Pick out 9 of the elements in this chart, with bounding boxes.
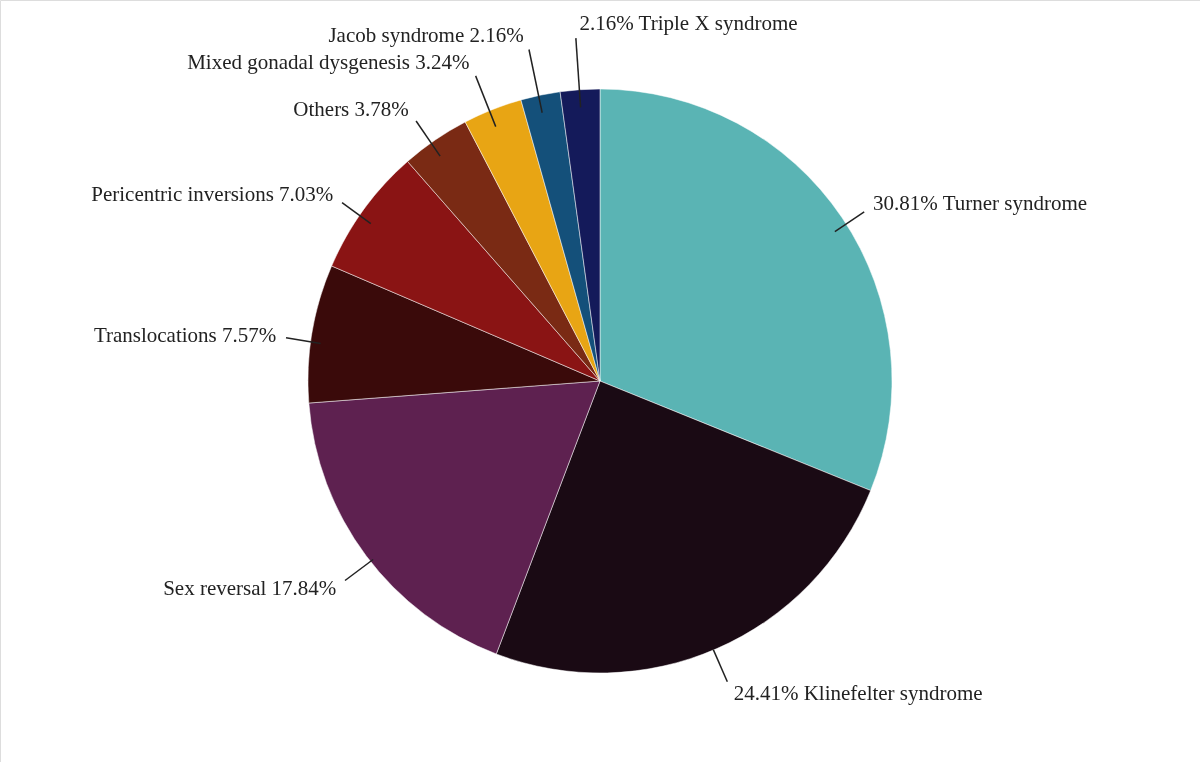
slice-label: Translocations 7.57%	[93, 322, 277, 347]
slice-label: Others 3.78%	[293, 96, 409, 121]
slice-label: Sex reversal 17.84%	[163, 575, 337, 600]
slice-label: 2.16% Triple X syndrome	[579, 11, 798, 36]
slice-label: Pericentric inversions 7.03%	[91, 181, 334, 206]
slice-label: 24.41% Klinefelter syndrome	[733, 681, 983, 706]
slice-label: Mixed gonadal dysgenesis 3.24%	[187, 50, 470, 75]
slice-label: 30.81% Turner syndrome	[873, 191, 1088, 216]
slice-label: Jacob syndrome 2.16%	[328, 22, 524, 47]
